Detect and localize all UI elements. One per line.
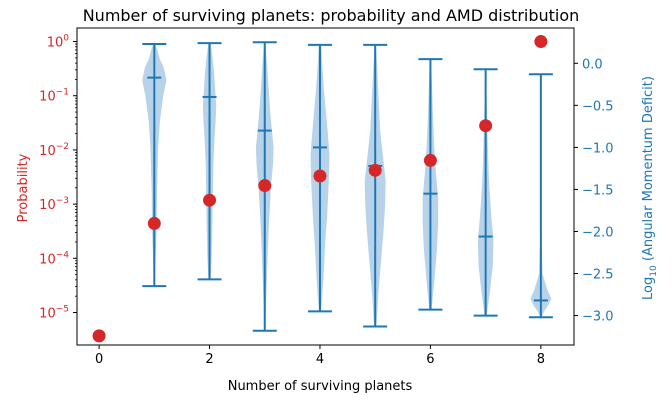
y-axis-label-right: Log10 (Angular Momentum Deficit)	[641, 76, 659, 300]
y-left-tick-label: 10−4	[39, 250, 69, 267]
y-axis-label-left: Probability	[16, 153, 31, 222]
y-axis-label-right-rest: (Angular Momentum Deficit)	[641, 76, 656, 265]
amd-violins	[142, 41, 553, 332]
chart-title: Number of surviving planets: probability…	[83, 6, 580, 25]
y-right-tick-label: −2.5	[582, 268, 614, 283]
y-axis-right-ticks: 0.0 −0.5 −1.0 −1.5 −2.0 −2.5 −3.0	[574, 57, 614, 325]
y-left-tick-label: 100	[47, 34, 70, 51]
x-axis-label: Number of surviving planets	[228, 379, 413, 394]
probability-points	[92, 35, 548, 343]
probability-point-2	[203, 193, 217, 207]
x-tick-label: 0	[95, 352, 103, 367]
x-axis-ticks: 0 2 4 6 8	[95, 345, 545, 367]
x-tick-label: 6	[426, 352, 434, 367]
probability-point-7	[479, 119, 493, 133]
plot-frame	[76, 27, 575, 346]
x-tick-label: 2	[205, 352, 213, 367]
probability-point-0	[92, 329, 106, 343]
y-axis-label-right-base: Log	[641, 277, 656, 300]
y-right-tick-label: −1.5	[582, 183, 614, 198]
x-tick-label: 8	[537, 352, 545, 367]
y-axis-left-ticks: 100 10−1 10−2 10−3 10−4 10−5	[39, 34, 77, 321]
y-right-tick-label: −3.0	[582, 310, 614, 325]
y-left-tick-label: 10−3	[39, 196, 69, 213]
y-left-tick-label: 10−2	[39, 142, 69, 159]
y-right-tick-label: −0.5	[582, 99, 614, 114]
probability-point-1	[147, 216, 161, 230]
y-left-tick-label: 10−5	[39, 304, 69, 321]
y-right-tick-label: −2.0	[582, 225, 614, 240]
probability-point-6	[423, 153, 437, 167]
x-tick-label: 4	[316, 352, 324, 367]
y-left-tick-label: 10−1	[39, 88, 69, 105]
y-right-tick-label: −1.0	[582, 141, 614, 156]
probability-point-4	[313, 169, 327, 183]
y-right-tick-label: 0.0	[582, 57, 603, 72]
probability-point-5	[368, 163, 382, 177]
y-axis-label-right-sub: 10	[649, 265, 659, 277]
probability-point-8	[534, 35, 548, 49]
probability-point-3	[258, 179, 272, 193]
